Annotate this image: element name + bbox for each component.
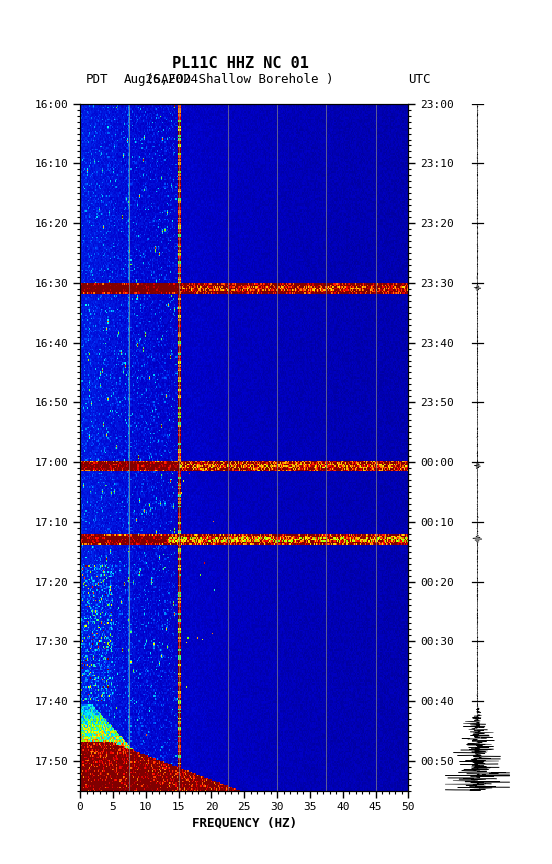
Text: Aug26,2024: Aug26,2024	[124, 73, 199, 86]
Text: PL11C HHZ NC 01: PL11C HHZ NC 01	[172, 56, 309, 71]
X-axis label: FREQUENCY (HZ): FREQUENCY (HZ)	[192, 816, 297, 829]
Text: (SAFOD Shallow Borehole ): (SAFOD Shallow Borehole )	[146, 73, 334, 86]
Text: UTC: UTC	[408, 73, 431, 86]
Text: PDT: PDT	[86, 73, 108, 86]
